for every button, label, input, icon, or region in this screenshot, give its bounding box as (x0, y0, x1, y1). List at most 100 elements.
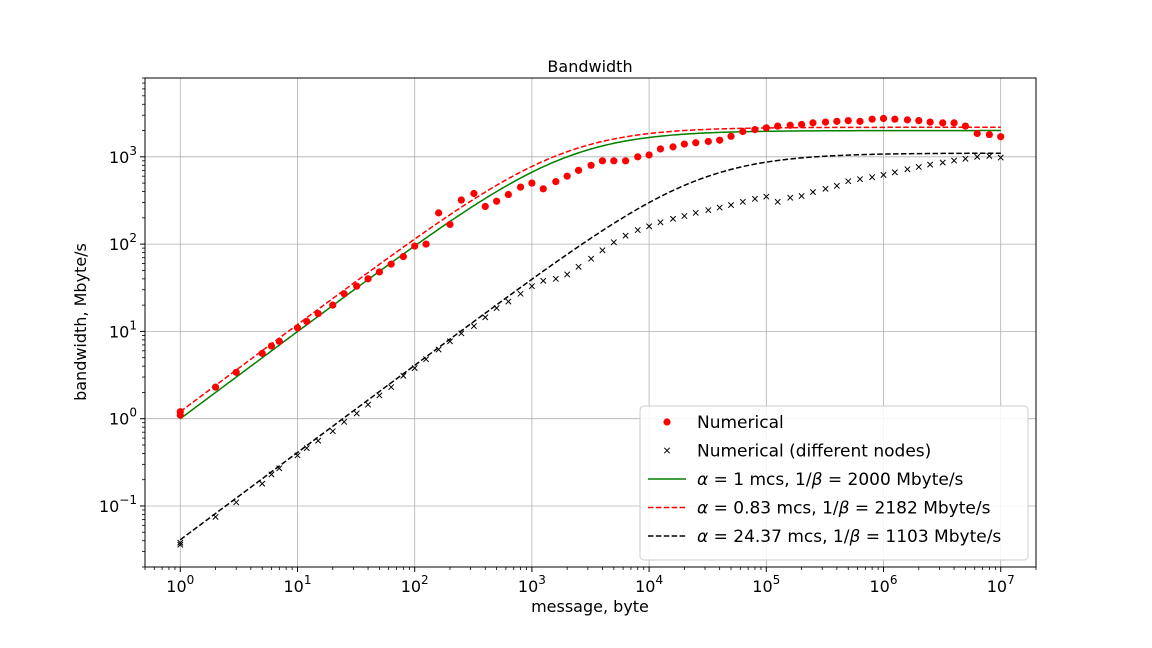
data-point (457, 196, 465, 204)
data-point-x (341, 418, 348, 425)
data-point (446, 220, 454, 229)
x-tick-label: 100 (166, 573, 194, 596)
data-point-x (540, 277, 547, 284)
data-point-x (751, 195, 759, 202)
data-point (926, 118, 934, 126)
data-point-x (303, 445, 310, 452)
data-point-x (446, 338, 454, 345)
data-point (303, 317, 311, 326)
model-line (179, 126, 1001, 413)
data-point (481, 202, 489, 211)
data-point-x (962, 155, 969, 162)
x-tick-exponent: 4 (655, 573, 663, 587)
data-point-x (435, 346, 442, 353)
data-point-x (986, 153, 993, 160)
data-point (950, 119, 958, 127)
x-axis-title: message, byte (531, 597, 649, 616)
x-tick-exponent: 0 (187, 573, 195, 587)
data-point-x (904, 166, 911, 173)
data-point-x (422, 356, 430, 363)
data-point-x (845, 178, 852, 185)
x-tick-base: 10 (752, 577, 772, 596)
data-point (610, 157, 618, 165)
plot-area (176, 114, 1005, 548)
data-point (411, 242, 419, 250)
model-line (179, 152, 1001, 541)
data-point-x (763, 193, 770, 200)
data-point (656, 145, 665, 153)
x-tick-label: 102 (401, 573, 429, 596)
x-tick-label: 107 (987, 573, 1015, 596)
data-point-x (575, 263, 582, 270)
y-tick-base: 10 (109, 235, 129, 254)
data-point (985, 130, 993, 139)
data-point (669, 143, 677, 151)
data-point-x (610, 239, 617, 246)
data-point-x (470, 323, 477, 330)
data-point (739, 127, 747, 136)
y-tick-base: 10 (99, 497, 119, 516)
x-tick-label: 105 (752, 573, 780, 596)
data-point-x (692, 209, 699, 216)
data-point (314, 309, 322, 318)
data-point-x (833, 182, 840, 189)
data-point (563, 172, 571, 180)
data-point-x (315, 437, 322, 444)
data-point-x (622, 232, 629, 239)
data-point-x (681, 212, 688, 220)
data-point-x (705, 207, 712, 214)
data-point-x (588, 255, 595, 262)
data-point (493, 197, 501, 205)
data-point (915, 117, 923, 125)
legend-marker-x (663, 447, 671, 454)
data-point (364, 275, 372, 283)
data-point-x (505, 298, 512, 305)
data-point (574, 166, 583, 174)
y-tick-base: 10 (109, 148, 129, 167)
y-tick-exponent: 1 (129, 318, 137, 332)
data-point (387, 260, 395, 268)
legend-label: α = 1 mcs, 1/β = 2000 Mbyte/s (697, 470, 964, 490)
y-tick-exponent: 3 (129, 144, 137, 158)
data-point (258, 349, 266, 357)
data-point (809, 119, 817, 127)
data-point-x (376, 392, 383, 399)
data-point-x (997, 154, 1004, 161)
data-point-x (528, 283, 535, 290)
data-point (634, 153, 642, 161)
data-point (399, 252, 407, 261)
x-tick-exponent: 6 (890, 573, 898, 587)
axes-frame (144, 77, 1037, 568)
legend-label: α = 24.37 mcs, 1/β = 1103 Mbyte/s (697, 527, 1001, 547)
data-point-x (482, 314, 489, 321)
y-tick-exponent: −1 (119, 493, 137, 507)
data-point-x (177, 541, 184, 548)
data-point-x (939, 159, 946, 166)
data-point-x (353, 410, 360, 417)
y-tick-label: 10−1 (99, 493, 137, 516)
y-tick-label: 100 (109, 406, 137, 429)
data-point-x (657, 219, 664, 226)
data-point (645, 151, 653, 159)
x-tick-label: 104 (635, 573, 663, 596)
x-tick-base: 10 (987, 577, 1007, 596)
y-tick-label: 102 (109, 231, 137, 254)
data-point (727, 132, 735, 140)
legend-marker-circle (663, 418, 671, 426)
data-point (797, 120, 806, 129)
data-point (516, 183, 525, 191)
data-point (293, 324, 302, 332)
data-point (528, 179, 536, 187)
data-point-x (564, 271, 571, 278)
data-point-x (951, 157, 958, 164)
data-point-x (599, 247, 606, 254)
legend-label: Numerical (697, 413, 784, 433)
data-point-x (212, 513, 219, 520)
data-point (903, 116, 912, 124)
data-point-x (891, 169, 898, 176)
legend: Numerical Numerical (different nodes) α = … (639, 405, 1029, 561)
data-point (844, 117, 852, 125)
y-tick-base: 10 (109, 322, 129, 341)
y-tick-exponent: 0 (129, 406, 137, 420)
